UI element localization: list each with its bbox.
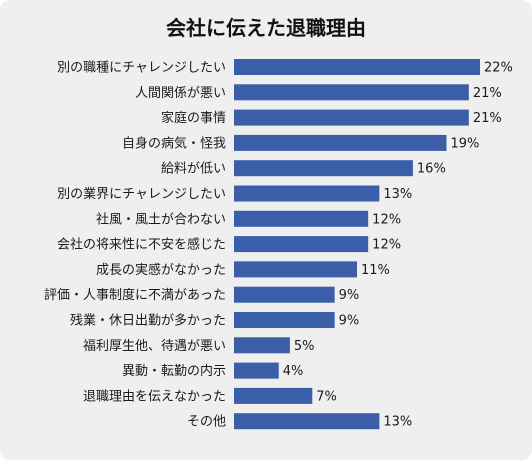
value-label: 13% xyxy=(383,415,412,430)
value-label: 21% xyxy=(473,86,502,101)
bar xyxy=(234,109,469,126)
category-label: 家庭の事情 xyxy=(161,110,226,126)
value-label: 12% xyxy=(372,238,401,253)
value-label: 13% xyxy=(383,187,412,202)
bar xyxy=(234,210,369,227)
category-label: 異動・転勤の内示 xyxy=(122,363,226,379)
value-label: 22% xyxy=(484,61,513,76)
bar xyxy=(234,134,447,151)
category-label: 評価・人事制度に不満があった xyxy=(44,287,226,303)
bar xyxy=(234,286,335,303)
category-label: 人間関係が悪い xyxy=(135,86,226,101)
bar xyxy=(234,387,313,404)
bar xyxy=(234,236,369,253)
value-label: 19% xyxy=(450,136,479,151)
bar xyxy=(234,185,380,202)
category-label: 福利厚生他、待遇が悪い xyxy=(83,339,226,354)
value-label: 9% xyxy=(339,314,360,329)
value-label: 9% xyxy=(339,288,360,303)
category-label: 給料が低い xyxy=(161,162,226,177)
value-label: 12% xyxy=(372,212,401,227)
bar xyxy=(234,337,290,354)
category-label: 会社の将来性に不安を感じた xyxy=(57,237,226,253)
value-label: 4% xyxy=(283,364,304,379)
bar xyxy=(234,312,335,328)
bar xyxy=(234,413,380,430)
category-label: その他 xyxy=(187,415,226,430)
value-label: 11% xyxy=(361,263,390,278)
bar xyxy=(234,160,413,177)
value-label: 5% xyxy=(294,339,315,354)
category-label: 別の業界にチャレンジしたい xyxy=(57,186,226,202)
category-label: 社風・風土が合わない xyxy=(96,211,226,227)
category-label: 退職理由を伝えなかった xyxy=(83,389,226,404)
chart-title: 会社に伝えた退職理由 xyxy=(166,16,366,40)
category-label: 成長の実感がなかった xyxy=(96,262,226,278)
category-label: 別の職種にチャレンジしたい xyxy=(57,60,226,76)
category-label: 残業・休日出勤が多かった xyxy=(70,313,226,329)
bar xyxy=(234,84,469,101)
category-label: 自身の病気・怪我 xyxy=(122,135,226,151)
bar xyxy=(234,261,357,278)
value-label: 7% xyxy=(316,389,337,404)
bar xyxy=(234,59,480,75)
value-label: 21% xyxy=(473,111,502,126)
bar xyxy=(234,362,279,379)
value-label: 16% xyxy=(417,162,446,177)
